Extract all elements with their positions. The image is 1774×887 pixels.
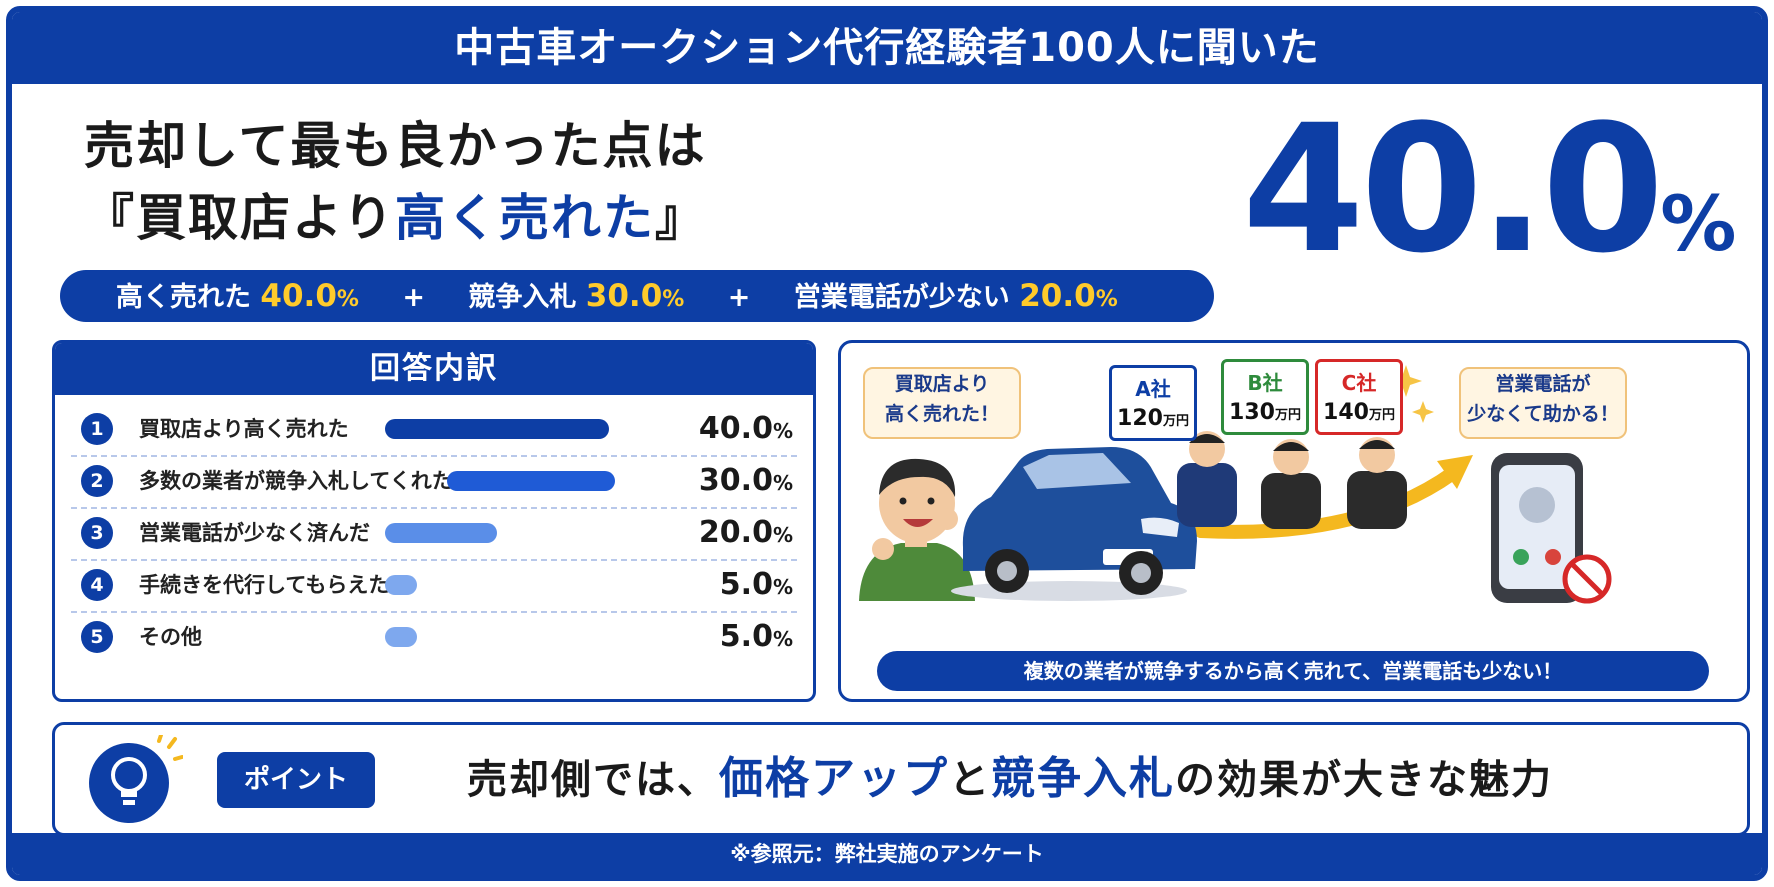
- speech-bubble-right: 営業電話が 少なくて助かる！: [1459, 367, 1627, 439]
- rank-badge: 2: [81, 465, 113, 497]
- source-footer: ※参照元：弊社実施のアンケート: [12, 833, 1762, 875]
- headline: 売却して最も良かった点は 『買取店より高く売れた』: [84, 112, 707, 252]
- sign-a: A社 120万円: [1109, 365, 1197, 441]
- category-label: その他: [139, 625, 202, 649]
- speech-bubble-left: 買取店より 高く売れた！: [863, 367, 1021, 439]
- row-divider: [71, 507, 797, 509]
- chart-row: 5 その他 5.0%: [55, 607, 813, 665]
- value-label: 30.0%: [698, 463, 793, 498]
- big-stat-percent: %: [1660, 179, 1737, 268]
- dealer-men: [1177, 431, 1407, 529]
- big-stat: 40.0%: [1242, 100, 1742, 280]
- plus-sign: +: [727, 282, 751, 313]
- infographic-frame: 中古車オークション代行経験者100人に聞いた 売却して最も良かった点は 『買取店…: [6, 6, 1768, 881]
- sign-c: C社 140万円: [1315, 359, 1403, 435]
- headline-line1: 売却して最も良かった点は: [84, 117, 707, 175]
- breakdown-chart: 回答内訳 1 買取店より高く売れた 40.0% 2 多数の業者が競争入札してくれた 30.…: [52, 340, 816, 702]
- summary-label-2: 競争入札: [468, 282, 577, 313]
- row-divider: [71, 559, 797, 561]
- chart-title: 回答内訳: [55, 343, 813, 395]
- headline-black-text: 買取店より: [136, 189, 395, 247]
- sparkle-icon: [1412, 401, 1434, 423]
- category-label: 営業電話が少なく済んだ: [139, 521, 370, 545]
- rank-badge: 4: [81, 569, 113, 601]
- summary-label-3: 営業電話が少ない: [793, 282, 1010, 313]
- bar: [385, 627, 417, 647]
- rank-badge: 5: [81, 621, 113, 653]
- illustration-art: [859, 365, 1612, 604]
- lightbulb-icon: [89, 735, 183, 823]
- open-bracket: 『: [84, 189, 136, 247]
- row-divider: [71, 611, 797, 613]
- arrow-head: [1437, 455, 1473, 489]
- value-label: 40.0%: [698, 411, 793, 446]
- plus-sign: +: [402, 282, 425, 313]
- value-label: 5.0%: [719, 567, 793, 602]
- summary-value-3: 20.0%: [1019, 278, 1118, 314]
- chart-row: 3 営業電話が少なく済んだ 20.0%: [55, 503, 813, 561]
- headline-highlight: 高く売れた: [395, 189, 655, 247]
- category-label: 買取店より高く売れた: [139, 417, 349, 441]
- value-label: 20.0%: [698, 515, 793, 550]
- value-label: 5.0%: [719, 619, 793, 654]
- summary-pill: 高く売れた 40.0% + 競争入札 30.0% + 営業電話が少ない 20.0…: [60, 270, 1214, 322]
- point-box: ポイント 売却側では、価格アップと競争入札の効果が大きな魅力: [52, 722, 1750, 836]
- sparkle-icon: [1390, 365, 1422, 397]
- close-bracket: 』: [655, 189, 707, 247]
- chart-row: 4 手続きを代行してもらえた 5.0%: [55, 555, 813, 613]
- rank-badge: 3: [81, 517, 113, 549]
- headline-line2: 『買取店より高く売れた』: [84, 184, 707, 252]
- summary-value-1: 40.0%: [260, 278, 359, 314]
- car-illustration: [951, 447, 1197, 601]
- bar: [385, 419, 609, 439]
- chart-row: 1 買取店より高く売れた 40.0%: [55, 399, 813, 457]
- point-tag: ポイント: [217, 752, 375, 808]
- rank-badge: 1: [81, 413, 113, 445]
- illustration-caption: 複数の業者が競争するから高く売れて、営業電話も少ない！: [877, 651, 1709, 691]
- phone-illustration: [1491, 453, 1612, 604]
- summary-label-1: 高く売れた: [116, 282, 251, 313]
- category-label: 多数の業者が競争入札してくれた: [139, 469, 453, 493]
- rising-arrow: [1194, 466, 1460, 539]
- summary-value-2: 30.0%: [585, 278, 685, 314]
- bar: [447, 471, 615, 491]
- bar: [385, 575, 417, 595]
- big-stat-number: 40.0: [1242, 87, 1664, 292]
- bar: [385, 523, 497, 543]
- chart-row: 2 多数の業者が競争入札してくれた 30.0%: [55, 451, 813, 509]
- man-figure: [859, 458, 975, 601]
- sign-b: B社 130万円: [1221, 359, 1309, 435]
- point-message: 売却側では、価格アップと競争入札の効果が大きな魅力: [467, 753, 1553, 804]
- illustration-panel: 買取店より 高く売れた！ 営業電話が 少なくて助かる！ A社 120万円 B社 …: [838, 340, 1750, 702]
- row-divider: [71, 455, 797, 457]
- category-label: 手続きを代行してもらえた: [139, 573, 390, 597]
- survey-header: 中古車オークション代行経験者100人に聞いた: [12, 12, 1762, 84]
